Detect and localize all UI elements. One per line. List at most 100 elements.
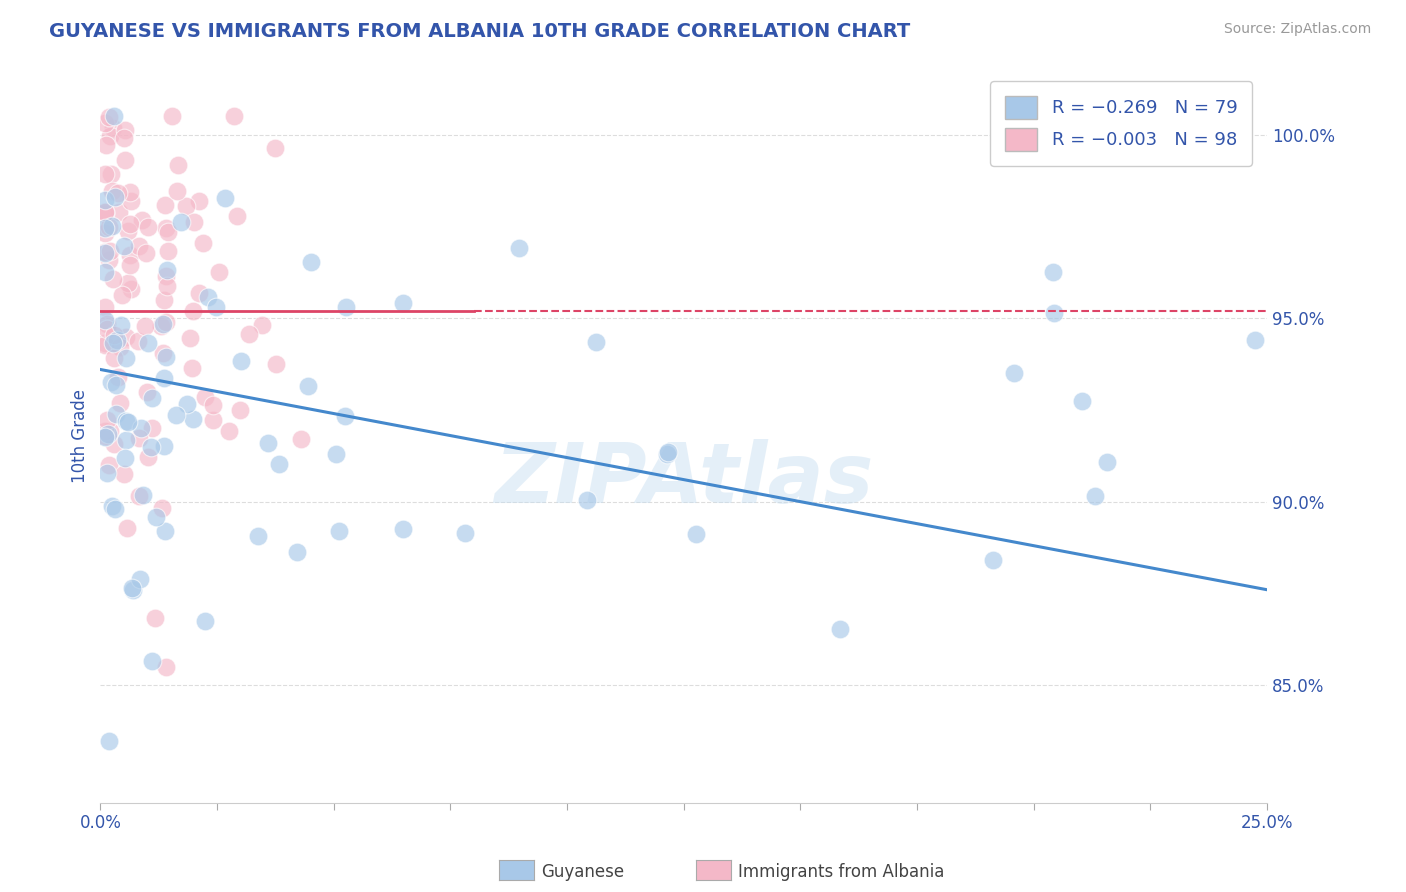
Point [96, 317, 118, 331]
Point [267, 457, 290, 471]
Point [94, 430, 117, 444]
Text: Immigrants from Albania: Immigrants from Albania [738, 863, 945, 881]
Point [134, 318, 156, 333]
Point [121, 581, 143, 595]
Point [181, 411, 204, 425]
Point [153, 439, 176, 453]
Point [94, 265, 117, 279]
Point [94, 336, 117, 351]
Point [110, 318, 132, 332]
Point [194, 614, 217, 628]
Point [101, 219, 124, 234]
Point [112, 467, 135, 482]
Point [208, 265, 231, 279]
Point [136, 220, 159, 235]
Text: GUYANESE VS IMMIGRANTS FROM ALBANIA 10TH GRADE CORRELATION CHART: GUYANESE VS IMMIGRANTS FROM ALBANIA 10TH… [49, 22, 911, 41]
Point [121, 282, 143, 296]
Point [335, 300, 357, 314]
Point [108, 396, 131, 410]
Point [250, 318, 273, 332]
Point [1042, 265, 1064, 279]
Point [238, 326, 260, 341]
Point [118, 217, 141, 231]
Point [508, 241, 530, 255]
Point [214, 191, 236, 205]
Point [98, 110, 121, 124]
Text: Source: ZipAtlas.com: Source: ZipAtlas.com [1223, 22, 1371, 37]
Point [96, 322, 118, 336]
Point [117, 415, 139, 429]
Point [96, 466, 118, 480]
Point [257, 436, 280, 450]
Point [97, 219, 120, 234]
Point [225, 209, 247, 223]
Point [129, 420, 152, 434]
Point [117, 521, 139, 535]
Point [152, 317, 174, 331]
Point [141, 654, 163, 668]
Text: ZIPAtlas: ZIPAtlas [494, 439, 873, 520]
Point [139, 440, 162, 454]
Point [454, 525, 477, 540]
Point [1084, 489, 1107, 503]
Point [98, 128, 121, 143]
Point [299, 254, 322, 268]
Point [128, 489, 150, 503]
Point [96, 426, 118, 441]
Point [114, 433, 136, 447]
Point [131, 212, 153, 227]
Point [117, 224, 139, 238]
Point [94, 312, 117, 326]
Point [150, 501, 173, 516]
Point [98, 244, 121, 259]
Point [128, 238, 150, 252]
Point [205, 300, 228, 314]
Point [114, 153, 136, 168]
Point [655, 448, 678, 462]
Point [94, 300, 117, 314]
Point [94, 245, 117, 260]
Point [166, 184, 188, 198]
Point [188, 194, 211, 208]
Point [103, 328, 125, 343]
Point [585, 334, 607, 349]
Point [94, 204, 117, 219]
Point [197, 290, 219, 304]
Text: Guyanese: Guyanese [541, 863, 624, 881]
Point [202, 398, 225, 412]
Point [155, 221, 177, 235]
Point [104, 189, 127, 203]
Point [100, 375, 122, 389]
Point [188, 285, 211, 300]
Point [120, 194, 142, 208]
Point [155, 350, 177, 364]
Point [181, 360, 204, 375]
Point [160, 109, 183, 123]
Point [132, 488, 155, 502]
Point [575, 493, 598, 508]
Point [156, 279, 179, 293]
Point [155, 660, 177, 674]
Point [685, 527, 707, 541]
Point [94, 246, 117, 260]
Point [136, 385, 159, 400]
Point [108, 205, 131, 219]
Point [141, 391, 163, 405]
Point [290, 432, 312, 446]
Point [94, 424, 117, 438]
Point [94, 193, 117, 207]
Point [94, 227, 117, 241]
Y-axis label: 10th Grade: 10th Grade [72, 389, 89, 483]
Point [229, 354, 252, 368]
Point [155, 269, 177, 284]
Point [156, 226, 179, 240]
Point [97, 458, 120, 473]
Point [1002, 366, 1025, 380]
Point [105, 333, 128, 347]
Point [103, 272, 125, 286]
Point [98, 734, 121, 748]
Point [153, 524, 176, 538]
Point [103, 351, 125, 365]
Point [94, 167, 117, 181]
Point [114, 122, 136, 136]
